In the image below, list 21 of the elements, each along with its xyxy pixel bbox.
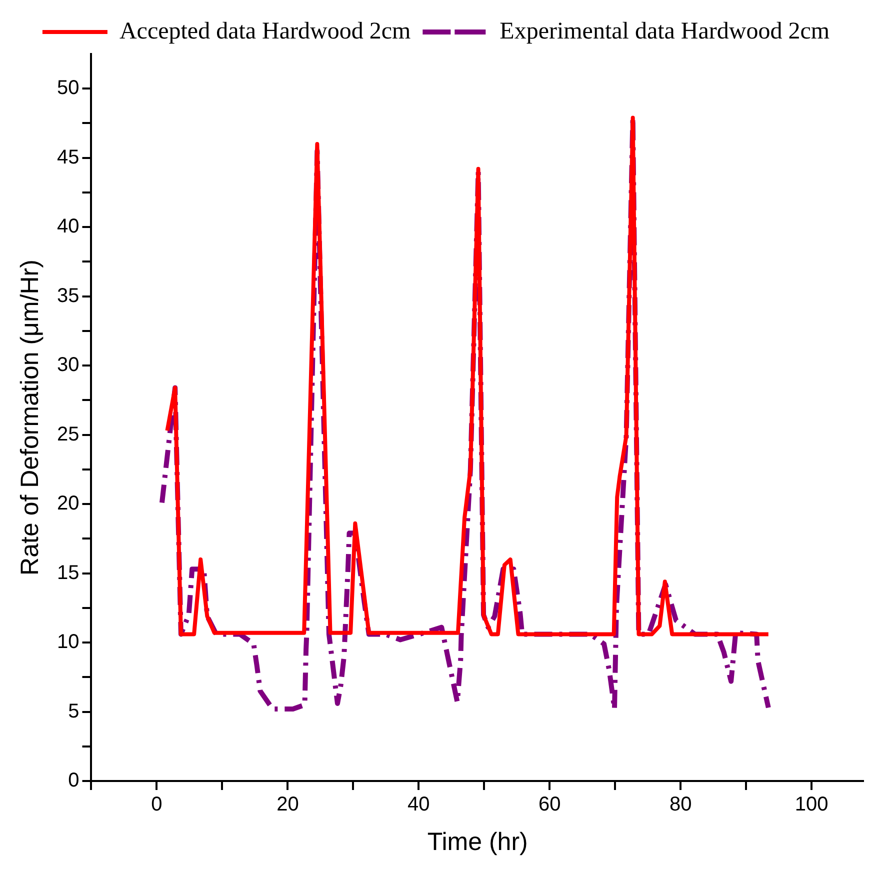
legend-label: Experimental data Hardwood 2cm xyxy=(500,18,830,44)
y-tick-label: 0 xyxy=(68,770,80,792)
y-tick-label: 35 xyxy=(56,284,80,307)
y-tick-label: 50 xyxy=(56,77,80,100)
y-tick-label: 40 xyxy=(56,216,80,238)
x-tick-label: 20 xyxy=(276,794,299,816)
y-tick-label: 25 xyxy=(56,423,80,446)
x-tick-label: 80 xyxy=(670,794,692,816)
x-tick-label: 60 xyxy=(538,794,561,816)
y-tick-label: 30 xyxy=(56,354,80,376)
y-tick-label: 45 xyxy=(56,146,80,168)
y-axis-title: Rate of Deformation (μm/Hr) xyxy=(16,260,44,576)
y-tick-label: 20 xyxy=(56,492,80,515)
y-tick-label: 15 xyxy=(56,562,80,584)
x-tick-label: 40 xyxy=(408,794,430,816)
x-tick-label: 100 xyxy=(794,794,828,816)
y-tick-label: 10 xyxy=(56,631,80,654)
x-tick-label: 0 xyxy=(151,794,162,816)
y-tick-label: 5 xyxy=(68,700,80,722)
x-axis-title: Time (hr) xyxy=(427,828,528,856)
legend-label: Accepted data Hardwood 2cm xyxy=(119,18,411,44)
